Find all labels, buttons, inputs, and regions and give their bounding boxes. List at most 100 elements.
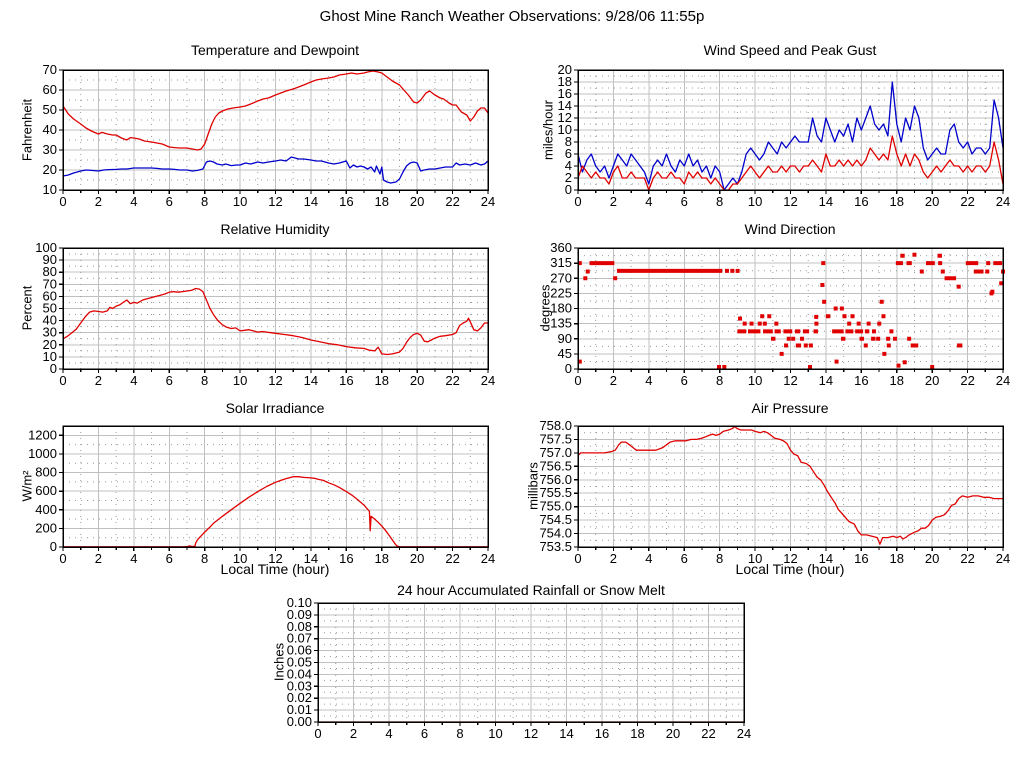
svg-text:0: 0 [574, 194, 581, 209]
svg-text:14: 14 [304, 373, 318, 388]
air-pressure-minor-grid [578, 426, 1003, 547]
rainfall-grid [318, 603, 744, 722]
svg-text:1000: 1000 [28, 446, 57, 461]
svg-text:12: 12 [268, 551, 282, 566]
svg-text:18: 18 [558, 74, 572, 89]
wind-direction-grid [578, 248, 1003, 369]
svg-text:754.0: 754.0 [539, 526, 572, 541]
svg-text:18: 18 [630, 726, 644, 741]
svg-text:0: 0 [50, 361, 57, 376]
svg-text:100: 100 [35, 240, 57, 255]
svg-text:0: 0 [59, 194, 66, 209]
svg-text:6: 6 [681, 551, 688, 566]
svg-text:0.01: 0.01 [287, 702, 312, 717]
svg-text:12: 12 [524, 726, 538, 741]
svg-text:24: 24 [996, 373, 1010, 388]
svg-text:0: 0 [574, 373, 581, 388]
chart-rainfall-ylabel: Inches [271, 642, 287, 682]
svg-text:22: 22 [701, 726, 715, 741]
svg-text:20: 20 [43, 337, 57, 352]
wind-speed-gust-ticks [574, 69, 1004, 194]
chart-temperature-dewpoint-title: Temperature and Dewpoint [190, 42, 360, 58]
svg-text:10: 10 [233, 194, 247, 209]
svg-text:4: 4 [645, 194, 652, 209]
svg-text:16: 16 [558, 86, 572, 101]
svg-text:2: 2 [565, 170, 572, 185]
svg-text:20: 20 [925, 194, 939, 209]
svg-text:70: 70 [43, 276, 57, 291]
svg-text:12: 12 [783, 194, 797, 209]
relative-humidity-grid [63, 248, 488, 369]
temperature-dewpoint-series-dewpoint [62, 156, 489, 184]
svg-text:22: 22 [445, 551, 459, 566]
svg-text:0.09: 0.09 [287, 607, 312, 622]
svg-text:0.04: 0.04 [287, 666, 312, 681]
svg-text:4: 4 [385, 726, 392, 741]
svg-text:22: 22 [960, 551, 974, 566]
svg-text:4: 4 [130, 551, 137, 566]
svg-text:10: 10 [748, 373, 762, 388]
svg-text:0.05: 0.05 [287, 655, 312, 670]
svg-text:12: 12 [783, 551, 797, 566]
svg-text:0: 0 [59, 551, 66, 566]
svg-text:755.5: 755.5 [539, 485, 572, 500]
svg-text:8: 8 [716, 194, 723, 209]
svg-text:24: 24 [996, 194, 1010, 209]
svg-text:20: 20 [410, 551, 424, 566]
wind-direction-tick-labels: 0 2 4 6 8 10 12 14 16 18 20 22 240459013518022527031… [550, 240, 1010, 388]
svg-text:90: 90 [558, 331, 572, 346]
svg-text:180: 180 [550, 301, 572, 316]
air-pressure-grid [578, 426, 1003, 547]
wind-speed-gust-series-peak-gust [577, 81, 1004, 191]
chart-air-pressure-title: Air Pressure [751, 400, 829, 416]
svg-text:24: 24 [996, 551, 1010, 566]
svg-text:16: 16 [339, 373, 353, 388]
chart-relative-humidity: 0 2 4 6 8 10 12 14 16 18 20 22 240102030405060708090… [35, 240, 495, 388]
svg-text:2: 2 [95, 373, 102, 388]
svg-text:1200: 1200 [28, 427, 57, 442]
svg-text:24: 24 [481, 373, 495, 388]
svg-text:16: 16 [595, 726, 609, 741]
svg-text:40: 40 [43, 313, 57, 328]
svg-text:10: 10 [43, 182, 57, 197]
svg-text:20: 20 [43, 162, 57, 177]
wind-speed-gust-grid [578, 70, 1003, 190]
temperature-dewpoint-series-temperature [62, 70, 489, 151]
rainfall-tick-labels: 0 2 4 6 8 10 12 14 16 18 20 22 240.000.010.020.030.0… [287, 595, 752, 741]
relative-humidity-tick-labels: 0 2 4 6 8 10 12 14 16 18 20 22 240102030405060708090… [35, 240, 495, 388]
svg-text:0.10: 0.10 [287, 595, 312, 610]
svg-text:16: 16 [854, 551, 868, 566]
svg-text:360: 360 [550, 240, 572, 255]
svg-text:0.08: 0.08 [287, 619, 312, 634]
svg-text:12: 12 [558, 110, 572, 125]
svg-text:2: 2 [610, 551, 617, 566]
svg-text:6: 6 [565, 146, 572, 161]
svg-text:270: 270 [550, 270, 572, 285]
svg-text:20: 20 [925, 373, 939, 388]
svg-text:2: 2 [95, 194, 102, 209]
svg-text:0: 0 [314, 726, 321, 741]
svg-text:30: 30 [43, 142, 57, 157]
svg-text:6: 6 [681, 373, 688, 388]
chart-solar-irradiance: 0 2 4 6 8 10 12 14 16 18 20 22 240200400600800100012… [28, 425, 495, 566]
svg-text:18: 18 [375, 373, 389, 388]
svg-text:10: 10 [233, 551, 247, 566]
svg-text:16: 16 [854, 373, 868, 388]
air-pressure-series-air-pressure [577, 425, 1003, 545]
svg-text:60: 60 [43, 82, 57, 97]
svg-text:22: 22 [445, 373, 459, 388]
svg-text:6: 6 [166, 551, 173, 566]
chart-wind-direction: 0 2 4 6 8 10 12 14 16 18 20 22 240459013518022527031… [550, 240, 1010, 388]
rainfall-minor-grid [318, 603, 744, 722]
chart-wind-direction-ylabel: degrees [537, 284, 553, 332]
chart-wind-speed-gust-ylabel: miles/hour [540, 100, 556, 160]
solar-irradiance-ticks [59, 434, 489, 551]
svg-text:24: 24 [481, 194, 495, 209]
svg-text:20: 20 [925, 551, 939, 566]
solar-irradiance-minor-grid [63, 426, 488, 547]
svg-text:90: 90 [43, 252, 57, 267]
chart-air-pressure-xlabel: Local Time (hour) [735, 561, 845, 577]
svg-text:6: 6 [166, 373, 173, 388]
